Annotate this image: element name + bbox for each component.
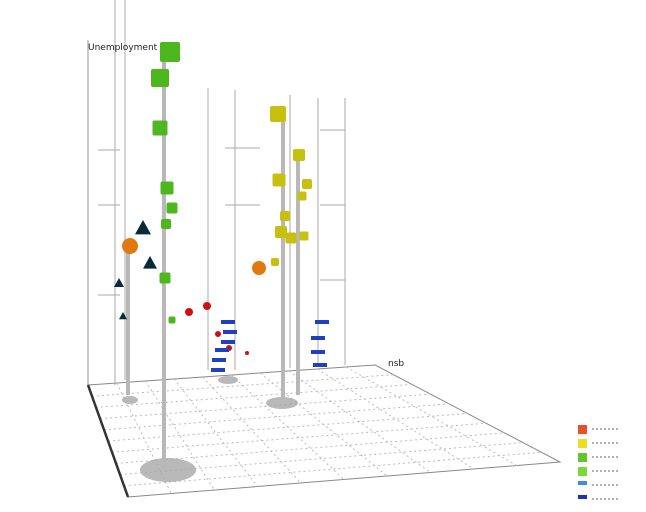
floor-gridline [111,422,487,453]
bar-marker [311,336,325,340]
bar-marker [215,348,229,352]
bar-marker [223,330,237,334]
cube-marker [293,149,305,161]
cube-marker [297,191,307,201]
legend-swatch [578,481,587,485]
cube-marker [151,69,169,87]
bar-marker [315,320,329,324]
floor-gridline [107,413,468,442]
cube-marker [152,120,168,136]
floor-gridline [144,380,215,491]
bar-marker [311,350,325,354]
triangle-marker [114,278,124,287]
sphere-marker [122,238,138,254]
cube-marker [160,181,174,195]
shadows [122,376,298,482]
triangle-marker [119,312,127,320]
legend-swatch [578,439,587,448]
cube-marker [280,211,290,221]
legend [578,425,620,500]
triangle-marker [135,220,151,235]
floor-gridline [202,376,302,484]
sphere-marker [203,302,211,310]
cube-marker [275,226,287,238]
cube-marker [168,316,176,324]
cube-marker [160,42,180,62]
floor-gridline [288,370,431,473]
floor-gridline [119,442,524,476]
legend-swatch [578,453,587,462]
point-shadow [218,376,238,384]
sphere-marker [252,261,266,275]
bar-marker [221,320,235,324]
legend-swatch [578,425,587,434]
sphere-marker [215,331,221,337]
cube-marker [302,179,312,189]
z-axis-label: Unemployment [88,43,158,53]
cube-marker [285,232,297,244]
sphere-marker [185,308,193,316]
legend-swatch [578,495,587,499]
point-shadow [266,397,298,409]
floor-gridline [259,372,388,477]
sphere-marker [245,351,249,355]
point-shadow [122,396,138,404]
y-axis-line [86,384,130,498]
bar-marker [212,358,226,362]
bar-marker [221,340,235,344]
cube-marker [299,231,309,241]
cube-marker [159,272,171,284]
legend-swatch [578,467,587,476]
triangle-marker [143,256,157,269]
drop-lines [126,45,300,470]
point-shadow [140,458,196,482]
bar-marker [313,363,327,367]
cube-marker [270,106,286,122]
bar-marker [211,368,225,372]
cube-marker [166,202,178,214]
data-points [114,42,329,372]
cube-marker [271,258,279,266]
cube-marker [272,173,286,187]
floor-gridline [317,368,474,470]
x-axis-label: nsb [388,359,404,369]
cube-marker [161,219,171,229]
